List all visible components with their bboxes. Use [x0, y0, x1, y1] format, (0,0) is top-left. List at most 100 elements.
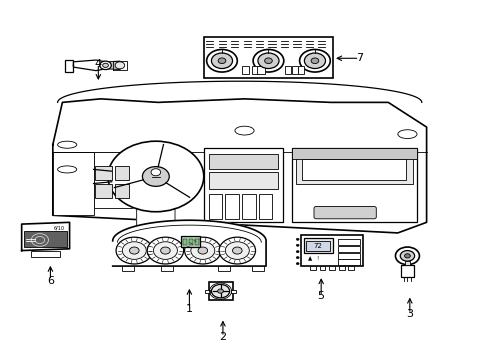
Circle shape — [264, 58, 272, 64]
Text: 2: 2 — [219, 332, 226, 342]
Text: ▲: ▲ — [307, 256, 312, 261]
Text: 4: 4 — [95, 59, 102, 68]
Ellipse shape — [234, 126, 254, 135]
Bar — [208, 153, 278, 170]
Bar — [64, 60, 73, 72]
Bar — [181, 237, 200, 247]
Bar — [251, 266, 263, 271]
Bar — [258, 194, 272, 219]
Circle shape — [253, 49, 283, 72]
Bar — [295, 152, 412, 184]
Bar — [319, 266, 325, 270]
Bar — [115, 184, 129, 198]
Bar — [208, 194, 222, 219]
Polygon shape — [137, 145, 175, 233]
Circle shape — [296, 244, 299, 246]
Bar — [292, 148, 416, 222]
Circle shape — [218, 58, 225, 64]
Circle shape — [206, 49, 237, 72]
Circle shape — [257, 53, 279, 68]
Bar — [218, 266, 230, 271]
Ellipse shape — [397, 130, 416, 139]
Bar — [208, 282, 232, 300]
Bar — [95, 166, 112, 180]
FancyBboxPatch shape — [313, 207, 376, 219]
Polygon shape — [21, 222, 69, 251]
Circle shape — [147, 237, 183, 264]
Bar — [292, 148, 416, 159]
Bar — [305, 241, 329, 251]
Text: 3: 3 — [406, 309, 412, 319]
Bar — [337, 246, 359, 252]
Circle shape — [399, 251, 414, 261]
Text: 6: 6 — [47, 275, 54, 285]
Bar — [188, 239, 193, 245]
Circle shape — [211, 284, 229, 298]
Bar — [337, 259, 359, 265]
Circle shape — [219, 237, 255, 264]
Bar — [338, 266, 344, 270]
Bar — [285, 66, 290, 74]
Circle shape — [310, 58, 318, 64]
Circle shape — [304, 53, 325, 68]
Polygon shape — [112, 61, 127, 69]
Circle shape — [184, 237, 221, 264]
Bar — [225, 194, 238, 219]
Bar — [251, 66, 258, 74]
Bar — [304, 238, 332, 253]
Bar — [309, 266, 315, 270]
Bar — [242, 194, 255, 219]
Circle shape — [225, 242, 249, 259]
Circle shape — [115, 62, 124, 69]
Circle shape — [142, 167, 169, 186]
Text: 5: 5 — [317, 292, 324, 301]
Bar — [337, 253, 359, 259]
Text: 72: 72 — [313, 243, 322, 249]
Circle shape — [129, 247, 139, 254]
Circle shape — [217, 289, 223, 293]
Bar — [183, 239, 186, 245]
Circle shape — [160, 247, 170, 254]
Bar — [302, 159, 406, 180]
Circle shape — [232, 247, 242, 254]
Circle shape — [404, 254, 409, 258]
Bar — [292, 66, 298, 74]
Bar — [298, 66, 304, 74]
Circle shape — [296, 251, 299, 253]
Bar — [208, 172, 278, 189]
Circle shape — [122, 242, 146, 259]
Text: 7: 7 — [355, 53, 362, 63]
Polygon shape — [73, 60, 108, 71]
Bar — [31, 251, 60, 257]
Bar — [328, 266, 334, 270]
Text: 1: 1 — [185, 304, 192, 314]
Bar — [160, 266, 172, 271]
Circle shape — [299, 49, 329, 72]
Bar — [257, 66, 264, 74]
Circle shape — [296, 262, 299, 265]
Circle shape — [116, 237, 152, 264]
Bar — [400, 265, 413, 277]
Bar — [203, 37, 332, 78]
Circle shape — [296, 257, 299, 259]
Text: !: ! — [316, 256, 318, 261]
Circle shape — [151, 169, 160, 176]
Bar — [337, 239, 359, 244]
Bar — [122, 266, 134, 271]
Circle shape — [211, 53, 232, 68]
Bar — [195, 239, 199, 245]
Text: 6/10: 6/10 — [54, 225, 64, 230]
Bar — [93, 152, 132, 208]
Bar — [204, 290, 210, 293]
Circle shape — [395, 247, 419, 265]
Bar — [230, 290, 236, 293]
Bar — [242, 66, 249, 74]
Bar — [404, 261, 409, 265]
Bar — [95, 184, 112, 198]
Bar — [348, 266, 353, 270]
Bar — [300, 235, 362, 266]
Bar — [203, 148, 282, 222]
Circle shape — [153, 242, 177, 259]
Ellipse shape — [58, 166, 77, 173]
Ellipse shape — [58, 141, 77, 148]
